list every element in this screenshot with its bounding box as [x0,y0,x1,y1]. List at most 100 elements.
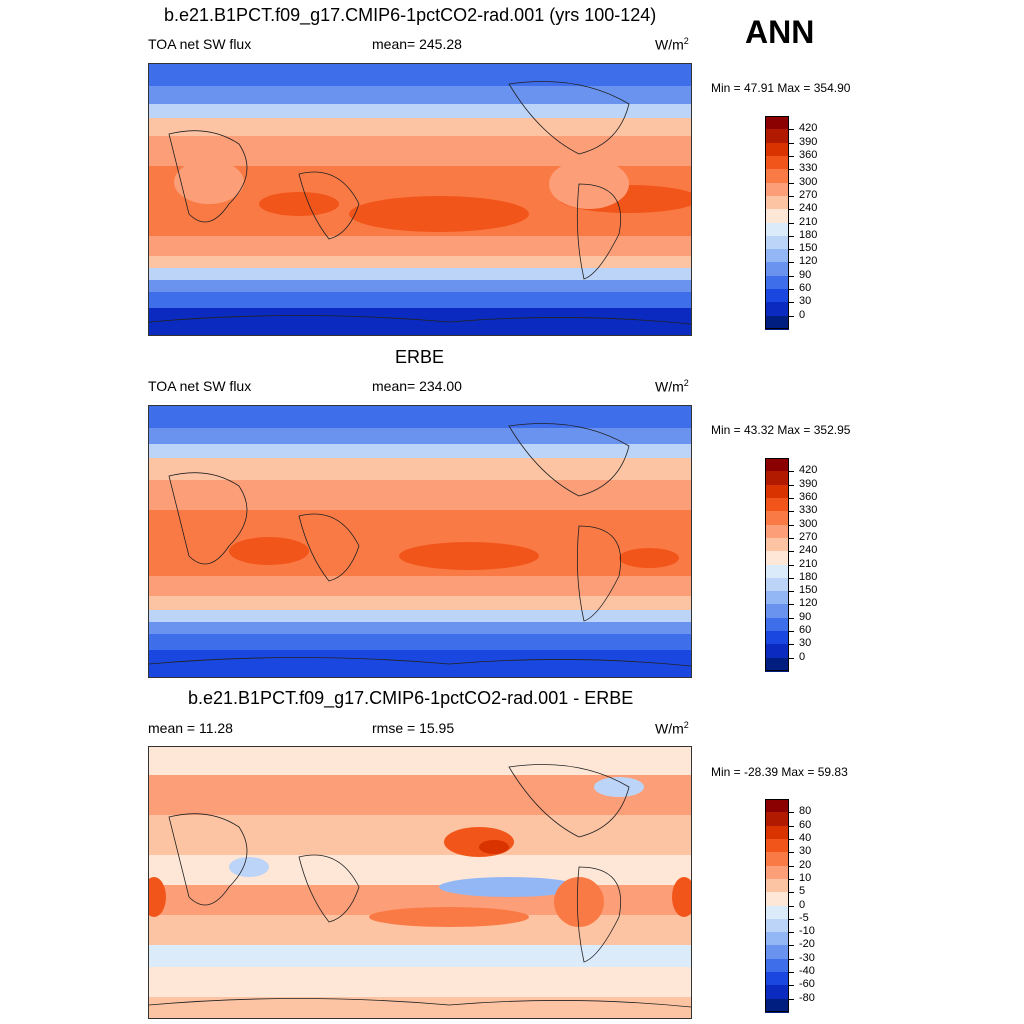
colorbar-swatch [765,865,789,880]
colorbar-tick-label: 420 [799,122,818,135]
colorbar-tick-label: 90 [799,610,812,623]
colorbar-swatch [765,551,789,565]
colorbar-tick-mark [789,235,794,237]
colorbar-tick-label: 0 [799,650,806,663]
colorbar-swatch [765,972,789,986]
colorbar-swatch [765,222,789,237]
colorbar-tick-mark [789,998,794,1000]
colorbar-tick-label: 80 [799,805,812,818]
panel-2-mean-label: mean= 234.00 [372,378,462,394]
panel-1-units: W/m2 [655,36,689,53]
colorbar-tick-label: 420 [799,464,818,477]
colorbar-tick-mark [789,577,794,579]
panel-1-colorbar: 420 390 360 330 300 270 240 210 180 150 120 90 60 30 0 [765,116,817,330]
panel-1-variable-label: TOA net SW flux [148,36,252,52]
colorbar-tick-mark [789,617,794,619]
colorbar-tick-label: 180 [799,570,818,583]
panel-3-title: b.e21.B1PCT.f09_g17.CMIP6-1pctCO2-rad.00… [188,688,634,708]
colorbar-tick-label: 30 [799,845,812,858]
panel-3-rmse-label: rmse = 15.95 [372,720,455,736]
colorbar-tick-mark [789,591,794,593]
colorbar-tick-mark [789,169,794,171]
colorbar-tick-label: 60 [799,818,812,831]
colorbar-tick-label: -80 [799,991,815,1004]
colorbar-tick-mark [789,129,794,131]
colorbar-swatch [765,235,789,250]
colorbar-tick-mark [789,249,794,251]
panel-2-colorbar: 420 390 360 330 300 270 240 210 180 150 120 90 60 30 0 [765,458,817,672]
colorbar-tick-mark [789,195,794,197]
colorbar-tick-label: 210 [799,557,818,570]
colorbar-tick-label: 90 [799,268,812,281]
colorbar-swatch [765,604,789,619]
colorbar-swatch [765,142,789,157]
colorbar-swatch [765,617,789,632]
colorbar-swatch [765,195,789,210]
colorbar-tick-mark [789,657,794,659]
colorbar-swatch [765,998,789,1013]
colorbar-swatch [765,577,789,592]
colorbar-swatch [765,838,789,853]
colorbar-tick-label: 150 [799,584,818,597]
colorbar-tick-label: -10 [799,925,815,938]
colorbar-swatch [765,799,789,813]
colorbar-tick-mark [789,604,794,606]
colorbar-swatch [765,116,789,130]
colorbar-tick-label: 240 [799,202,818,215]
colorbar-tick-mark [789,812,794,814]
colorbar-tick-label: 390 [799,477,818,490]
colorbar-swatch [765,932,789,946]
colorbar-tick-mark [789,142,794,144]
colorbar-tick-label: -20 [799,938,815,951]
sw-flux-difference-map [149,747,691,1018]
colorbar-tick-mark [789,985,794,987]
colorbar-swatch [765,249,789,263]
colorbar-tick-label: -40 [799,965,815,978]
panel-3-colorbar: 80 60 40 30 20 10 5 0 -5 -10 -20 -30 -40 -60 -80 [765,799,815,1013]
colorbar-swatch [765,155,789,170]
colorbar-tick-mark [789,471,794,473]
colorbar-swatch [765,945,789,960]
colorbar-tick-label: 10 [799,871,812,884]
sw-flux-erbe-map [149,406,691,677]
colorbar-swatch [765,315,789,330]
colorbar-tick-label: 330 [799,504,818,517]
colorbar-swatch [765,209,789,223]
colorbar-swatch [765,892,789,906]
colorbar-swatch [765,289,789,303]
colorbar-tick-mark [789,551,794,553]
colorbar-tick-label: 0 [799,308,806,321]
colorbar-tick-mark [789,932,794,934]
colorbar-tick-mark [789,497,794,499]
panel-2-variable-label: TOA net SW flux [148,378,252,394]
colorbar-tick-label: 390 [799,135,818,148]
colorbar-swatch [765,591,789,605]
colorbar-tick-label: -30 [799,951,815,964]
colorbar-tick-mark [789,155,794,157]
colorbar-tick-label: 300 [799,517,818,530]
colorbar-tick-mark [789,262,794,264]
panel-2-map [148,405,692,678]
colorbar-swatch [765,524,789,539]
colorbar-tick-mark [789,564,794,566]
colorbar-tick-mark [789,631,794,633]
colorbar-tick-label: 60 [799,624,812,637]
colorbar-tick-mark [789,865,794,867]
colorbar-tick-mark [789,209,794,211]
colorbar-swatch [765,511,789,526]
colorbar-tick-mark [789,852,794,854]
colorbar-tick-label: 120 [799,255,818,268]
colorbar-tick-label: 270 [799,530,818,543]
colorbar-swatch [765,497,789,512]
colorbar-tick-label: 360 [799,148,818,161]
colorbar-tick-mark [789,905,794,907]
panel-3-map [148,746,692,1019]
panel-2-minmax: Min = 43.32 Max = 352.95 [711,423,851,437]
colorbar-tick-label: 20 [799,858,812,871]
colorbar-tick-mark [789,289,794,291]
colorbar-tick-mark [789,945,794,947]
colorbar-tick-mark [789,958,794,960]
colorbar-swatch [765,878,789,893]
colorbar-tick-label: 270 [799,188,818,201]
colorbar-tick-mark [789,302,794,304]
